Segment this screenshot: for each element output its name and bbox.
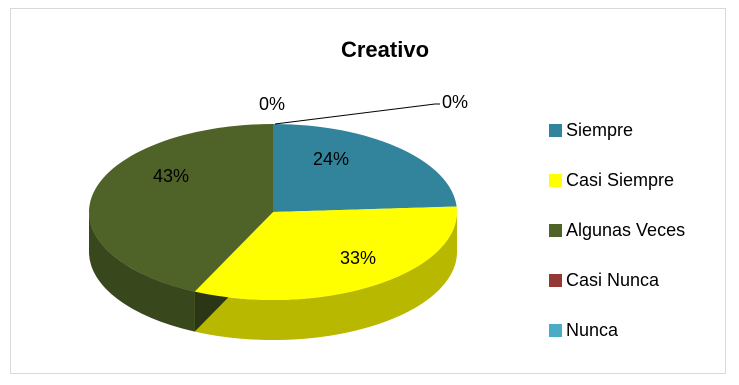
pie-slice-algunas-veces	[89, 124, 273, 292]
legend-label: Casi Nunca	[566, 270, 660, 290]
legend-label: Siempre	[566, 120, 634, 140]
legend-label: Casi Siempre	[566, 170, 675, 190]
pie-tops	[89, 124, 457, 300]
pie-labels: 24% 33% 43% 0% 0%	[153, 92, 468, 268]
legend-swatch	[549, 224, 562, 237]
legend-swatch	[549, 174, 562, 187]
pie-side-casi-siempre	[194, 212, 458, 340]
data-label-casi-siempre: 33%	[340, 248, 376, 268]
legend-item-nunca: Nunca	[549, 320, 618, 341]
legend-item-siempre: Siempre	[549, 120, 633, 141]
legend-swatch	[549, 324, 562, 337]
legend-item-algunas-veces: Algunas Veces	[549, 220, 685, 241]
chart-title: Creativo	[340, 37, 430, 62]
data-label-siempre: 24%	[313, 149, 349, 169]
legend-swatch	[549, 124, 562, 137]
legend-item-casi-nunca: Casi Nunca	[549, 270, 659, 291]
data-label-nunca: 0%	[442, 92, 468, 112]
legend-label: Algunas Veces	[566, 220, 686, 240]
data-label-algunas-veces: 43%	[153, 166, 189, 186]
leader-line	[274, 103, 440, 125]
legend-item-casi-siempre: Casi Siempre	[549, 170, 674, 191]
legend-swatch	[549, 274, 562, 287]
data-label-casi-nunca: 0%	[259, 94, 285, 114]
pie-slice-siempre	[273, 124, 457, 212]
pie-side-algunas-veces	[88, 212, 195, 332]
pie-slice-casi-siempre	[194, 206, 457, 300]
legend-label: Nunca	[566, 320, 619, 340]
